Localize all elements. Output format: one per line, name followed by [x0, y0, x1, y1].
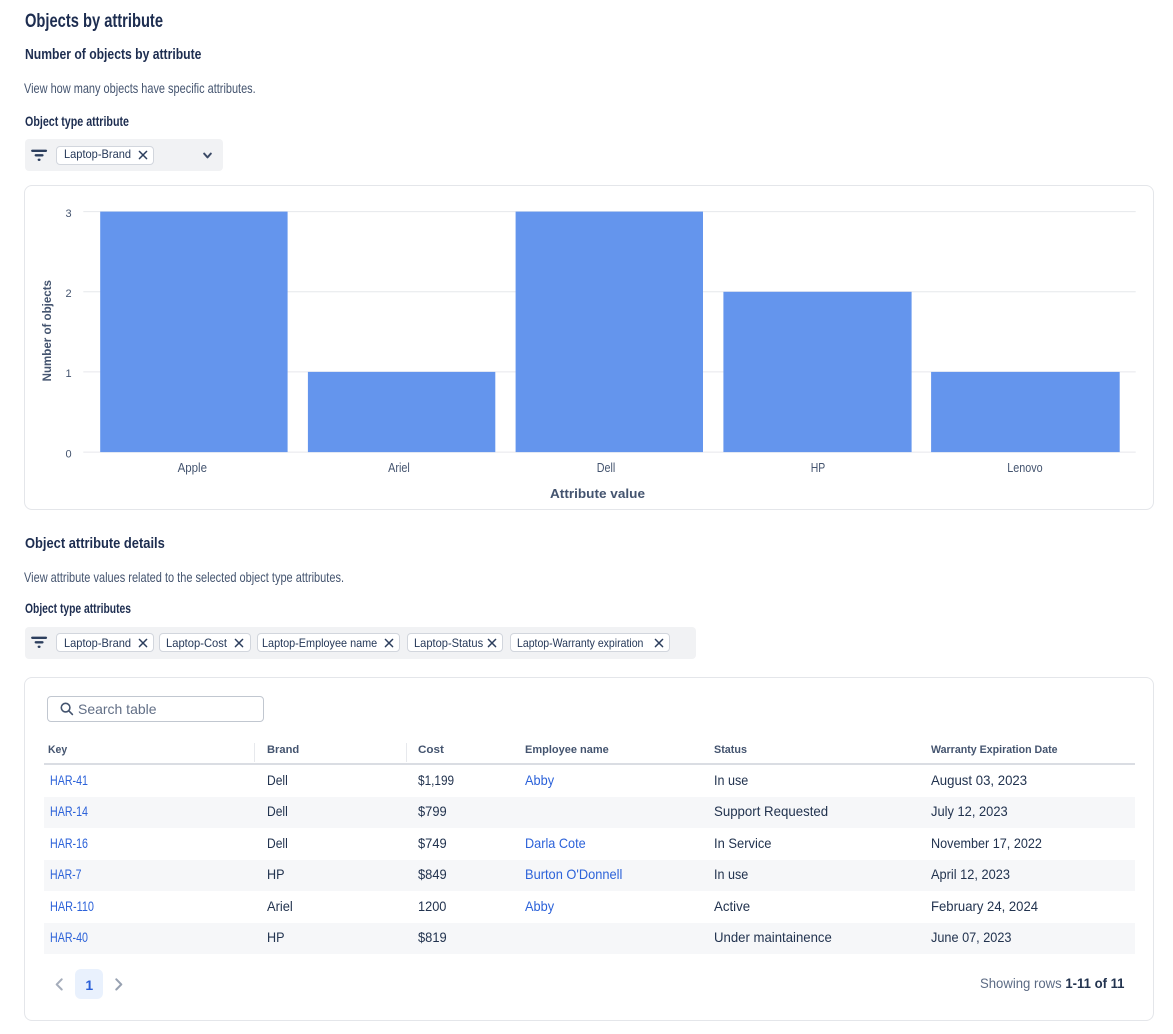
svg-text:2: 2 [65, 288, 71, 300]
svg-text:1: 1 [65, 369, 71, 381]
svg-text:Attribute value: Attribute value [550, 486, 645, 501]
svg-text:Ariel: Ariel [388, 460, 410, 475]
svg-text:Dell: Dell [597, 460, 616, 475]
svg-text:Number of objects: Number of objects [40, 280, 54, 382]
svg-text:Lenovo: Lenovo [1007, 460, 1042, 475]
svg-text:HP: HP [811, 460, 826, 475]
svg-text:Apple: Apple [178, 460, 207, 475]
svg-text:3: 3 [65, 208, 71, 220]
svg-text:0: 0 [65, 449, 71, 461]
